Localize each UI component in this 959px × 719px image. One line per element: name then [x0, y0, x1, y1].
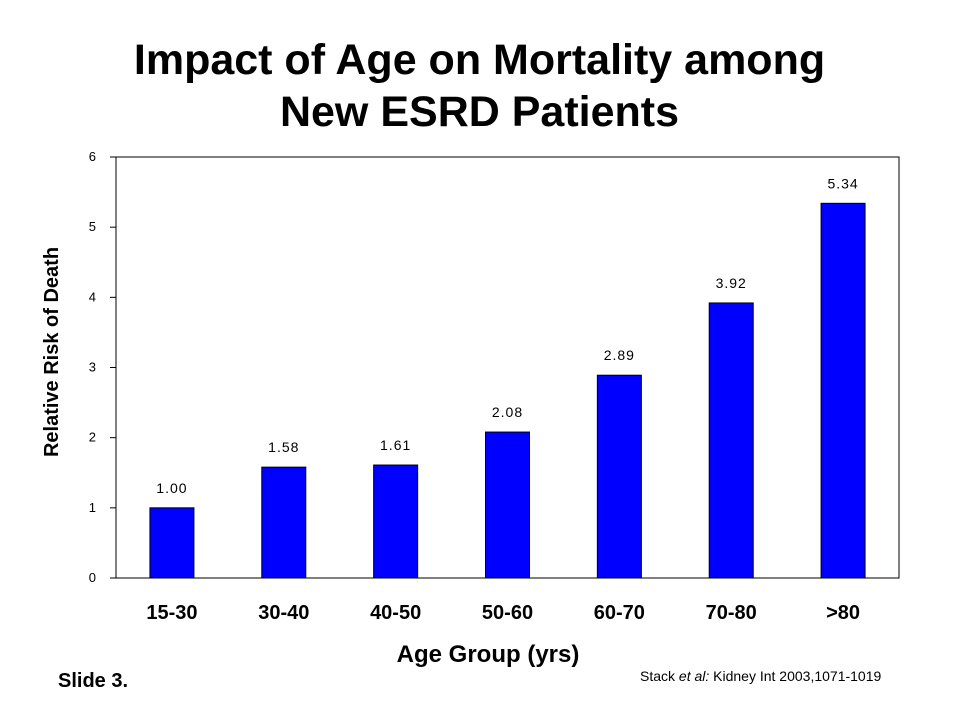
y-tick-label: 4 — [89, 289, 96, 304]
x-tick-label: 40-50 — [370, 602, 421, 624]
y-tick-label: 6 — [89, 149, 96, 164]
bar — [708, 302, 754, 579]
data-label: 1.61 — [380, 437, 411, 453]
citation-etal: et al: — [678, 668, 710, 684]
x-axis-label: Age Group (yrs) — [397, 641, 580, 668]
y-tick-label: 0 — [89, 570, 96, 585]
bar — [261, 466, 307, 579]
x-tick-label: 30-40 — [258, 602, 309, 624]
bar — [149, 507, 195, 579]
x-tick-label: 15-30 — [146, 602, 197, 624]
data-label: 5.34 — [827, 175, 858, 191]
citation-author: Stack — [640, 668, 676, 684]
chart-title: Impact of Age on Mortality among New ESR… — [0, 34, 959, 138]
y-tick-label: 3 — [89, 360, 96, 375]
x-tick-label: 70-80 — [706, 602, 757, 624]
bar — [485, 431, 530, 579]
data-label: 3.92 — [716, 275, 747, 291]
y-tick-label: 1 — [89, 500, 96, 515]
x-tick-label: >80 — [826, 602, 860, 624]
title-line-2: New ESRD Patients — [279, 88, 680, 136]
citation-source: Kidney Int 2003,1071-1019 — [713, 668, 882, 684]
data-label: 2.89 — [604, 347, 635, 363]
citation: Stack et al: Kidney Int 2003,1071-1019 — [640, 668, 881, 684]
bar — [373, 464, 419, 579]
x-axis: 15-30 30-40 40-50 50-60 60-70 70-80 >80 — [146, 602, 860, 624]
x-tick-label: 60-70 — [594, 602, 645, 624]
y-axis-label: Relative Risk of Death — [41, 247, 63, 457]
y-tick-label: 2 — [89, 430, 96, 445]
data-label: 2.08 — [492, 404, 523, 420]
slide-label: Slide 3. — [58, 670, 129, 692]
data-label: 1.58 — [268, 439, 299, 455]
x-tick-label: 50-60 — [482, 602, 533, 624]
bars: 1.00 1.58 1.61 2.08 2.89 3.92 5.34 — [149, 175, 866, 579]
y-tick-label: 5 — [89, 219, 96, 234]
data-label: 1.00 — [156, 480, 187, 496]
y-axis: 0 1 2 3 4 5 6 — [89, 149, 116, 585]
title-line-1: Impact of Age on Mortality among — [133, 36, 826, 84]
bar — [820, 202, 866, 579]
bar — [596, 374, 642, 579]
